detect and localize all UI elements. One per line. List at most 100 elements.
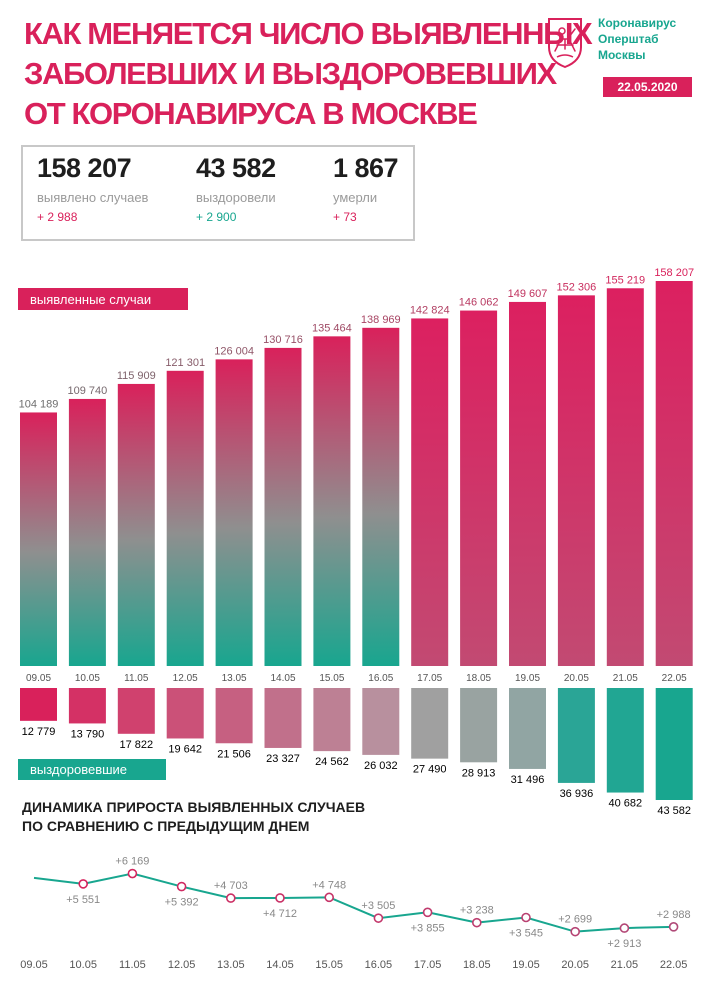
date-strip [655,668,693,685]
line-date-label: 16.05 [365,959,393,971]
growth-point [176,881,187,892]
bar-recovered [20,688,57,721]
bar-recovered-value-label: 27 490 [413,764,447,776]
bar-recovered [460,688,498,763]
bar-recovered [411,688,449,759]
growth-point [422,907,433,918]
stat-cases-value: 158 207 [37,153,132,183]
bar-date-label: 17.05 [417,673,442,684]
bar-recovered-value-label: 36 936 [560,788,594,800]
bar-cases-value-label: 149 607 [508,288,548,300]
bar-recovered [68,688,106,724]
logo-line-1: Коронавирус [598,16,677,30]
bar-recovered [509,688,546,769]
bar-cases-value-label: 109 740 [68,385,108,397]
line-date-label: 12.05 [168,959,196,971]
bar-recovered [264,688,302,748]
line-date-label: 09.05 [20,959,48,971]
bar-date-label: 19.05 [515,673,540,684]
bar-cases-value-label: 121 301 [165,357,205,369]
legend-cases: выявленные случаи [18,288,188,310]
bar-cases-value-label: 155 219 [605,274,645,286]
logo-text: Коронавирус Оперштаб Москвы [598,15,698,63]
bar-cases [264,347,302,666]
growth-point [471,917,482,928]
bar-date-label: 20.05 [564,673,589,684]
date-strip [20,668,57,685]
growth-point-label: +6 169 [115,856,149,868]
bar-date-label: 21.05 [613,673,638,684]
bar-cases-value-label: 126 004 [214,345,254,357]
date-strip [215,668,253,685]
bar-cases-value-label: 142 824 [410,304,450,316]
date-strip [509,668,546,685]
bar-recovered-value-label: 17 822 [119,739,153,751]
bar-recovered-value-label: 23 327 [266,753,300,765]
moscow-emblem-icon [548,18,582,69]
growth-point [78,879,88,889]
bar-recovered [166,688,204,739]
growth-line [33,872,674,933]
growth-point-label: +5 392 [165,897,199,909]
growth-point [127,868,138,879]
bars-recovered-group: 12 779 13 790 17 822 19 642 21 506 23 327 24 5… [18,688,693,817]
bar-date-label: 22.05 [662,673,687,684]
bar-date-label: 11.05 [124,673,149,684]
bar-recovered-value-label: 24 562 [315,756,349,768]
stat-recovered-value: 43 582 [196,153,276,183]
bar-recovered-value-label: 19 642 [168,743,202,755]
bar-cases-value-label: 152 306 [557,281,597,293]
growth-point-label: +2 988 [657,909,691,921]
stat-cases-label: выявлено случаев [37,190,149,205]
line-date-label: 19.05 [512,959,540,971]
growth-point-label: +3 505 [361,900,395,912]
date-strip [264,668,302,685]
line-date-label: 18.05 [463,959,491,971]
growth-point-label: +3 545 [509,927,543,939]
bars-cases-group: выявленные случаи 104 189 09.05 109 740 10.0… [18,267,694,685]
bar-cases [411,318,449,666]
bar-recovered [606,688,644,793]
line-date-label: 14.05 [266,959,294,971]
bar-recovered [655,688,693,800]
stat-recovered-label: выздоровели [196,190,276,205]
bar-recovered [557,688,595,783]
bar-cases [509,301,546,666]
line-date-label: 11.05 [119,959,146,971]
legend-recovered-label: выздоровевшие [30,762,127,777]
bar-recovered [362,688,400,755]
line-date-label: 21.05 [611,959,639,971]
growth-point-label: +4 748 [312,879,346,891]
line-date-label: 13.05 [217,959,245,971]
stat-deaths-delta: + 73 [333,210,357,224]
legend-cases-swatch [18,288,188,310]
growth-line-chart: ДИНАМИКА ПРИРОСТА ВЫЯВЛЕННЫХ СЛУЧАЕВ ПО С… [20,799,690,971]
bar-cases [117,383,155,666]
date-badge: 22.05.2020 [603,77,692,97]
stat-recovered-delta: + 2 900 [196,210,237,224]
bar-cases [460,310,498,666]
bar-date-label: 10.05 [75,673,100,684]
stats-box: 158 207 выявлено случаев + 2 988 43 582 … [21,145,415,241]
line-chart-title-2: ПО СРАВНЕНИЮ С ПРЕДЫДУЩИМ ДНЕМ [22,818,309,834]
growth-point [324,892,335,903]
stat-cases-delta: + 2 988 [37,210,78,224]
date-strip [606,668,644,685]
legend-recovered: выздоровевшие [18,759,166,780]
growth-point-label: +2 699 [558,914,592,926]
date-strip [460,668,498,685]
bar-date-label: 16.05 [368,673,393,684]
bar-date-label: 15.05 [319,673,344,684]
line-date-label: 20.05 [561,959,589,971]
bar-cases [166,370,204,666]
bar-cases-value-label: 115 909 [117,370,156,382]
growth-point [521,912,531,923]
growth-point-label: +5 551 [66,894,100,906]
legend-recovered-swatch [18,759,166,780]
date-strip [68,668,106,685]
bar-date-label: 18.05 [466,673,491,684]
date-strip [117,668,155,685]
bar-cases [313,336,351,666]
